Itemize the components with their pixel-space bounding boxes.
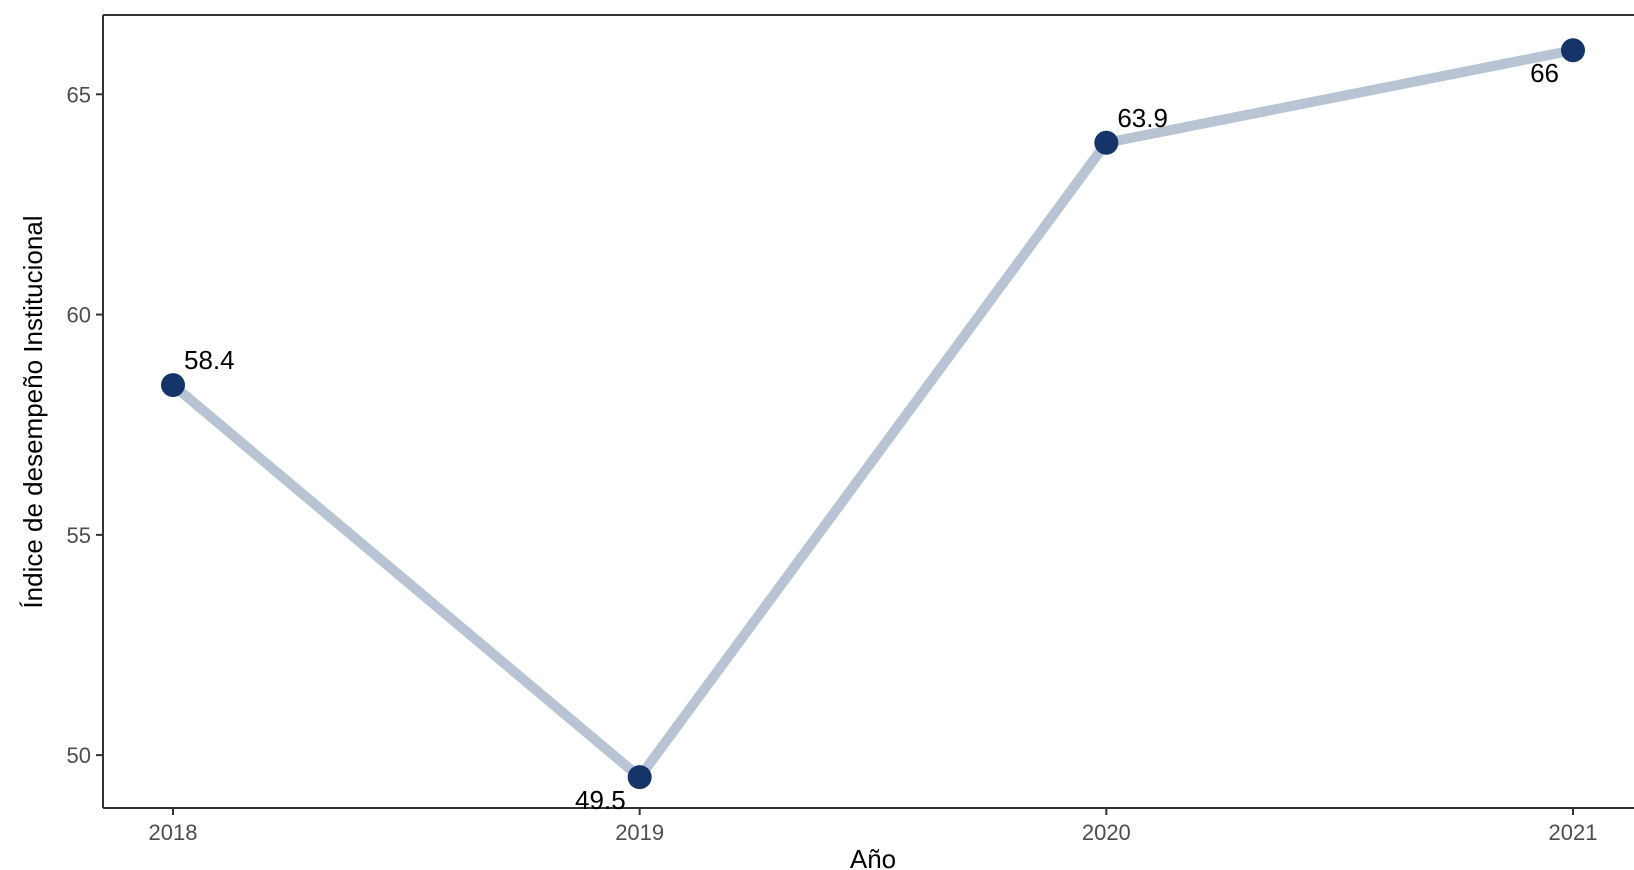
x-tick-label: 2021 xyxy=(1549,820,1598,845)
y-axis-ticks: 50 55 60 65 xyxy=(67,82,103,768)
y-tick-label: 65 xyxy=(67,82,91,107)
x-tick-label: 2020 xyxy=(1082,820,1131,845)
series-points-group xyxy=(161,38,1585,790)
x-tick-label: 2019 xyxy=(615,820,664,845)
data-point xyxy=(1561,38,1585,63)
x-tick-label: 2018 xyxy=(149,820,198,845)
data-point xyxy=(1094,130,1119,155)
data-label: 63.9 xyxy=(1117,103,1168,133)
y-tick-label: 50 xyxy=(67,743,91,768)
data-label: 66 xyxy=(1530,58,1559,88)
y-tick-label: 55 xyxy=(67,523,91,548)
y-axis-title: Índice de desempeño Institucional xyxy=(18,215,48,608)
plot-panel xyxy=(102,14,1634,809)
data-point xyxy=(161,373,185,398)
x-axis-title: Año xyxy=(850,844,896,870)
data-label: 49.5 xyxy=(575,785,626,815)
data-point xyxy=(627,765,652,790)
data-labels-group: 58.4 49.5 63.9 66 xyxy=(184,58,1559,815)
data-label: 58.4 xyxy=(184,345,235,375)
y-tick-label: 60 xyxy=(67,303,91,328)
series-line-group xyxy=(168,45,1578,783)
series-line xyxy=(168,45,1578,783)
x-axis-ticks: 2018 2019 2020 2021 xyxy=(149,808,1598,845)
